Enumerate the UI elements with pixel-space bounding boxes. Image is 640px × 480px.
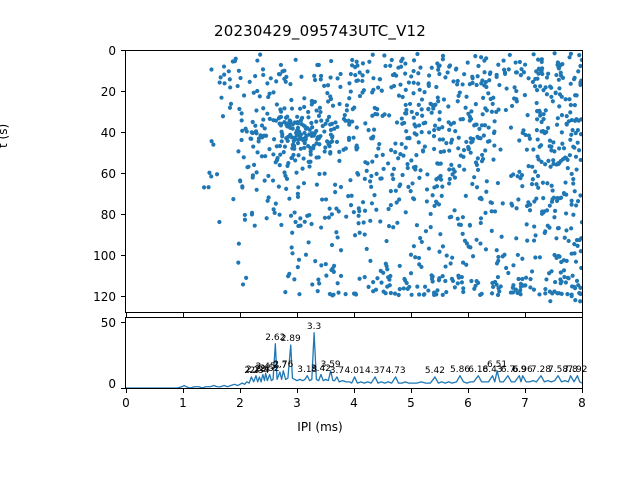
- ytick-label-20: 20: [100, 85, 116, 99]
- peak-label: 7.92: [567, 364, 588, 375]
- peak-label: 7.28: [530, 364, 551, 375]
- ytick-mark: [121, 296, 125, 297]
- peak-label: 4.73: [385, 365, 406, 376]
- xtick-mark-scatter: [297, 313, 298, 317]
- peak-label: 3.59: [320, 359, 341, 370]
- xtick-label: 2: [236, 396, 244, 410]
- peak-label: 2.52: [259, 363, 280, 374]
- peak-label: 7.8: [563, 364, 578, 375]
- peak-label: 2.62: [265, 332, 286, 343]
- peak-label: 6.51: [487, 359, 508, 370]
- peak-label: 6.18: [468, 364, 489, 375]
- peak-label: 2.28: [245, 364, 266, 375]
- peak-label: 2.7: [272, 361, 288, 371]
- peak-label: 2.45: [255, 362, 276, 373]
- xtick-label: 5: [407, 396, 415, 410]
- y-axis-label: t (s): [0, 123, 10, 148]
- ytick-label-0: 0: [108, 44, 116, 58]
- xtick-mark: [240, 389, 241, 393]
- xtick-mark: [468, 389, 469, 393]
- ytick-mark: [121, 255, 125, 256]
- xtick-label: 4: [350, 396, 358, 410]
- x-axis-label: IPI (ms): [297, 420, 343, 434]
- figure-title: 20230429_095743UTC_V12: [213, 22, 427, 40]
- ytick-label-60: 60: [100, 167, 116, 181]
- peak-label: 6.9: [512, 364, 527, 375]
- xtick-mark-scatter: [411, 313, 412, 317]
- scatter-canvas: [201, 51, 582, 304]
- scatter-points: [201, 51, 582, 304]
- hist-ytick-label-0: 0: [108, 377, 116, 391]
- xtick-mark: [582, 389, 583, 393]
- peak-label: 3.3: [306, 321, 322, 332]
- ytick-mark: [121, 214, 125, 215]
- scatter-axes: [125, 50, 583, 313]
- xtick-mark: [126, 389, 127, 393]
- peak-label: 3.42: [310, 363, 331, 374]
- xtick-mark-scatter: [240, 313, 241, 317]
- peak-label: 2.76: [273, 359, 294, 370]
- xtick-label: 6: [464, 396, 472, 410]
- peak-label: 6.7: [500, 364, 516, 375]
- xtick-mark-scatter: [468, 313, 469, 317]
- xtick-mark: [411, 389, 412, 393]
- peak-label: 4.37: [365, 365, 386, 376]
- peak-label: 5.42: [424, 365, 445, 376]
- xtick-mark: [183, 389, 184, 393]
- hist-ytick-mark: [121, 388, 125, 389]
- peak-label: 3.18: [297, 364, 318, 375]
- xtick-mark-scatter: [183, 313, 184, 317]
- hist-ytick-label-50: 50: [100, 316, 116, 330]
- ytick-mark: [121, 173, 125, 174]
- xtick-mark: [525, 389, 526, 393]
- xtick-mark-scatter: [354, 313, 355, 317]
- peak-label: 7.58: [548, 364, 569, 375]
- peak-label: 2.4: [255, 363, 270, 374]
- peak-label: 6.96: [512, 364, 533, 375]
- peak-label: 4.01: [344, 365, 365, 376]
- xtick-label: 3: [293, 396, 301, 410]
- ytick-label-100: 100: [93, 249, 116, 263]
- peak-label: 6.43: [482, 364, 503, 375]
- peak-label: 2.2: [244, 365, 259, 376]
- ytick-mark: [121, 50, 125, 51]
- xtick-label: 8: [578, 396, 586, 410]
- xtick-mark: [354, 389, 355, 393]
- ytick-mark: [121, 91, 125, 92]
- xtick-mark-scatter: [582, 313, 583, 317]
- xtick-mark-scatter: [126, 313, 127, 317]
- ytick-mark: [121, 132, 125, 133]
- peak-label: 3.7: [329, 365, 345, 376]
- peak-label: 5.86: [449, 364, 471, 375]
- peak-label: 2.89: [280, 334, 301, 344]
- histogram-canvas: [126, 332, 582, 388]
- ytick-label-40: 40: [100, 126, 116, 140]
- xtick-label: 1: [179, 396, 187, 410]
- xtick-mark: [297, 389, 298, 393]
- xtick-label: 0: [122, 396, 130, 410]
- histogram-curve: [126, 332, 582, 388]
- ytick-label-80: 80: [100, 208, 116, 222]
- xtick-label: 7: [521, 396, 529, 410]
- histogram-axes: [125, 317, 583, 389]
- peak-label: 2.34: [249, 365, 270, 376]
- hist-ytick-mark: [121, 322, 125, 323]
- xtick-mark-scatter: [525, 313, 526, 317]
- ytick-label-120: 120: [93, 290, 116, 304]
